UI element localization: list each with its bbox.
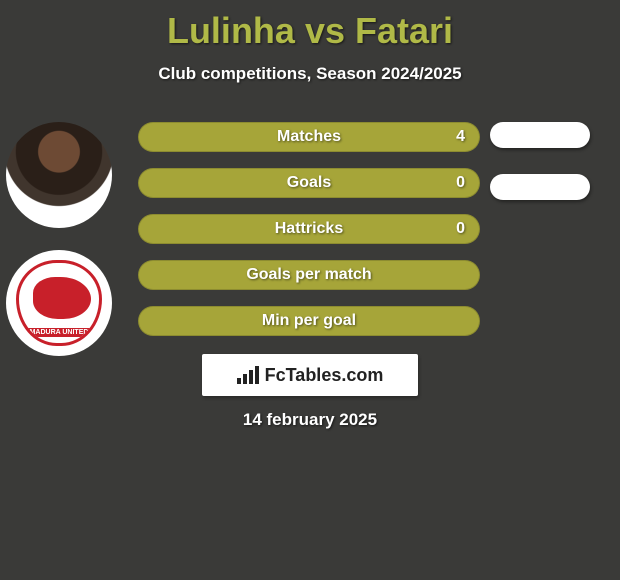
stat-value-p1: 0 — [456, 174, 465, 192]
p2-pill-goals — [490, 174, 590, 200]
stat-row-min-per-goal: Min per goal — [138, 306, 480, 336]
stat-label: Matches — [139, 128, 479, 146]
stat-label: Hattricks — [139, 220, 479, 238]
stats-column: Matches 4 Goals 0 Hattricks 0 Goals per … — [138, 122, 480, 352]
player2-avatar: MADURA UNITED — [6, 250, 112, 356]
avatar-column: MADURA UNITED — [6, 122, 112, 378]
page-title: Lulinha vs Fatari — [0, 0, 620, 52]
stat-label: Min per goal — [139, 312, 479, 330]
stat-label: Goals per match — [139, 266, 479, 284]
stat-row-goals: Goals 0 — [138, 168, 480, 198]
player1-avatar — [6, 122, 112, 228]
bar-chart-icon — [237, 366, 259, 384]
page-subtitle: Club competitions, Season 2024/2025 — [0, 64, 620, 84]
stat-value-p1: 4 — [456, 128, 465, 146]
crest-label: MADURA UNITED — [26, 328, 93, 337]
crest-bull-icon — [33, 277, 91, 319]
date-text: 14 february 2025 — [0, 410, 620, 430]
stat-row-matches: Matches 4 — [138, 122, 480, 152]
stat-value-p1: 0 — [456, 220, 465, 238]
p2-pill-matches — [490, 122, 590, 148]
branding-text: FcTables.com — [265, 365, 384, 386]
stat-row-goals-per-match: Goals per match — [138, 260, 480, 290]
p2-pill-column — [490, 122, 600, 226]
player2-crest: MADURA UNITED — [16, 260, 102, 346]
stat-row-hattricks: Hattricks 0 — [138, 214, 480, 244]
branding-badge: FcTables.com — [202, 354, 418, 396]
stat-label: Goals — [139, 174, 479, 192]
crest-shield-icon: MADURA UNITED — [16, 260, 102, 346]
